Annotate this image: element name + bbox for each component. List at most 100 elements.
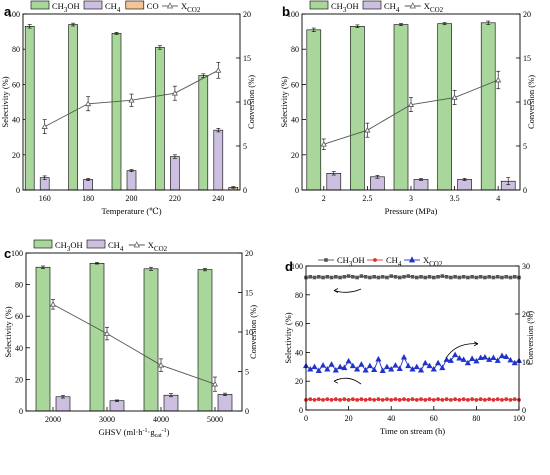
legend-label-sub: 4 [117, 6, 121, 14]
point-ch4 [419, 397, 423, 402]
y-tick-label-left: 40 [15, 344, 23, 353]
point-xco2 [486, 356, 493, 362]
x-tick-label: 160 [39, 194, 51, 203]
plot-frame [25, 252, 243, 412]
legend-swatch-ch3oh [309, 0, 329, 10]
y-tick-label-left: 100 [287, 10, 299, 19]
point-ch4 [495, 397, 500, 402]
y-tick-label-right: 0 [523, 186, 527, 195]
x-axis-title-part: ) [167, 427, 170, 437]
point-ch3oh [444, 275, 449, 279]
y-tick-label-left: 60 [12, 80, 20, 89]
point-ch4 [453, 397, 457, 402]
bar-ch3oh [197, 269, 213, 412]
bar-ch3oh [143, 268, 159, 412]
point-ch4 [414, 398, 419, 402]
arrowhead-left [333, 378, 339, 384]
point-ch4 [461, 397, 466, 402]
x-tick-label: 3.5 [450, 194, 460, 203]
x-axis-title: GHSV (ml·h-1·gcat-1) [99, 427, 170, 439]
bar-ch4 [126, 170, 137, 191]
x-axis-title-part: ·g [148, 427, 156, 437]
point-ch3oh [457, 275, 462, 280]
x-axis-title-sup: -1 [143, 428, 148, 434]
legend-label: CH3OH [55, 240, 83, 253]
y-tick-label-left: 100 [11, 249, 23, 258]
point-xco2 [307, 365, 314, 372]
y-tick-label-left: 40 [291, 116, 299, 125]
point-ch4 [316, 397, 321, 402]
legend-label-sub: 3 [64, 6, 68, 14]
y-axis-title-right: Conversion (%) [248, 305, 258, 359]
plot-frame [22, 13, 241, 191]
point-ch3oh [504, 275, 509, 279]
point-ch3oh [359, 274, 364, 278]
legend-item: CH4 [86, 239, 124, 253]
bar-ch3oh [437, 23, 452, 191]
point-ch3oh [351, 275, 355, 279]
arrowhead-right [473, 341, 479, 347]
x-tick-label: 20 [345, 414, 353, 423]
point-ch4 [483, 398, 487, 402]
point-xco2 [328, 361, 335, 367]
x-tick-label: 3 [409, 194, 413, 203]
y-tick-label-left: 0 [299, 406, 303, 415]
point-xco2 [409, 365, 416, 372]
y-tick-label-left: 80 [15, 281, 23, 290]
panel-c: c 0 20 40 60 80 100 0 5 10 15 20 Selectivity (%) Conv… [3, 239, 258, 439]
x-tick-label: 200 [126, 194, 138, 203]
y-tick-label-right: 20 [522, 310, 530, 319]
point-xco2 [495, 76, 502, 83]
y-tick-label-right: 30 [522, 262, 530, 271]
point-ch3oh [414, 275, 419, 280]
point-ch4 [385, 397, 389, 402]
legend-item: CH3OH [318, 255, 365, 268]
point-ch4 [308, 397, 313, 402]
x-tick-label: 5000 [207, 415, 223, 424]
legend-item: XCO2 [128, 240, 168, 253]
bar-ch4 [326, 172, 342, 191]
point-ch3oh [312, 275, 317, 280]
y-tick-label-left: 0 [16, 186, 20, 195]
x-tick-label: 40 [387, 414, 395, 423]
point-ch3oh [423, 275, 428, 280]
plot-frame [305, 265, 520, 411]
point-xco2 [503, 353, 510, 360]
y-tick-label-right: 20 [243, 10, 251, 19]
point-xco2 [358, 361, 365, 367]
legend-swatch-co [125, 0, 145, 10]
point-xco2 [430, 365, 437, 372]
legend-label-part: CH [108, 240, 120, 250]
point-xco2 [426, 362, 433, 369]
legend-item: CH3OH [33, 239, 83, 253]
point-ch4 [350, 397, 355, 402]
x-axis-title-sup: -1 [162, 428, 167, 434]
point-xco2 [157, 361, 165, 368]
y-tick-label-left: 40 [295, 348, 303, 357]
point-ch4 [325, 397, 330, 402]
point-ch4 [427, 397, 432, 402]
point-ch4 [368, 397, 372, 402]
point-ch4 [355, 398, 360, 402]
legend: CH3OH CH4 XCO2 [318, 255, 443, 268]
legend-marker [324, 258, 328, 262]
legend-label: XCO2 [424, 1, 444, 14]
point-ch4 [363, 398, 368, 402]
point-xco2 [320, 141, 327, 147]
point-ch4 [470, 397, 475, 402]
point-xco2 [507, 356, 514, 363]
y-axis-title-right: Conversion (%) [525, 311, 535, 365]
legend-label-sub: CO2 [429, 260, 443, 268]
point-ch3oh [325, 275, 330, 279]
legend-label-part: CO [147, 1, 159, 11]
legend-swatch-ch3oh [33, 239, 53, 249]
y-tick-label-right: 10 [245, 328, 253, 337]
point-ch4 [431, 398, 436, 402]
legend-label-sub: 3 [67, 245, 71, 253]
y-axis-title-right: Conversion (%) [526, 75, 536, 129]
y-tick-label-right: 0 [522, 406, 526, 415]
point-ch3oh [393, 275, 398, 279]
legend-label: CH3OH [331, 1, 359, 14]
point-xco2 [349, 362, 356, 369]
